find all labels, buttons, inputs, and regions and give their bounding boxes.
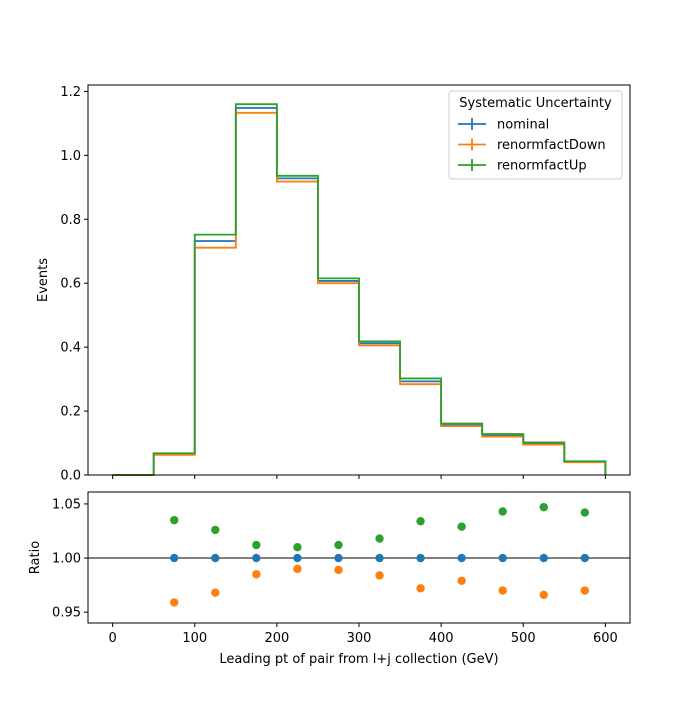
ratio-point-renormfactDown (457, 576, 466, 585)
bottom-x-tick-label: 100 (182, 631, 207, 646)
ratio-point-renormfactUp (457, 522, 466, 531)
ratio-point-nominal (580, 553, 590, 563)
bottom-x-tick-label: 0 (108, 631, 116, 646)
bottom-y-tick-label: 1.00 (52, 552, 81, 567)
ratio-point-renormfactDown (334, 565, 343, 575)
bottom-panel: 0 100 200 300 400 500 600 0.95 1.00 1.05 Ratio Lead… (28, 491, 631, 667)
ratio-point-renormfactDown (539, 590, 548, 600)
ratio-point-nominal (416, 553, 425, 563)
series-step-renormfactUp (112, 103, 607, 476)
bottom-x-tick-label: 300 (347, 631, 372, 646)
bottom-x-tick-label: 400 (429, 631, 454, 646)
bottom-x-tick-label: 600 (593, 631, 618, 646)
ratio-point-renormfactUp (416, 517, 425, 526)
ratio-point-nominal (334, 553, 343, 563)
ratio-point-renormfactUp (375, 534, 384, 543)
legend-title: Systematic Uncertainty (459, 96, 612, 111)
bottom-y-tick-label: 1.05 (52, 497, 81, 512)
ratio-point-renormfactUp (211, 525, 220, 535)
ratio-point-nominal (293, 553, 302, 563)
ratio-point-renormfactUp (334, 540, 343, 550)
ratio-point-renormfactDown (498, 586, 507, 595)
top-y-axis-label: Events (36, 258, 51, 302)
legend-box (448, 90, 623, 180)
top-y-tick-label: 1.0 (60, 149, 81, 164)
ratio-point-renormfactUp (170, 515, 179, 525)
top-y-tick-label: 0.8 (60, 213, 81, 228)
bottom-y-tick-label: 0.95 (52, 606, 81, 621)
ratio-point-renormfactDown (416, 584, 425, 593)
ratio-point-renormfactDown (170, 598, 179, 607)
ratio-point-nominal (498, 553, 507, 563)
legend-label-renormfactDown: renormfactDown (497, 138, 606, 153)
x-axis-label: Leading pt of pair from l+j collection (… (219, 652, 498, 667)
ratio-point-renormfactDown (375, 571, 384, 580)
bottom-y-axis-label: Ratio (28, 541, 43, 574)
top-panel: 0.0 0.2 0.4 0.6 0.8 1.0 1.2 Events Systematic Un… (36, 84, 631, 484)
ratio-point-nominal (539, 553, 548, 563)
legend-label-renormfactUp: renormfactUp (497, 159, 587, 174)
ratio-point-nominal (375, 553, 384, 563)
bottom-x-tick-label: 200 (264, 631, 289, 646)
top-y-tick-label: 0.2 (60, 405, 81, 420)
ratio-point-nominal (170, 553, 179, 563)
ratio-point-renormfactUp (539, 502, 548, 512)
top-y-tick-label: 1.2 (60, 85, 81, 100)
ratio-point-nominal (457, 553, 466, 563)
ratio-point-nominal (211, 553, 220, 563)
ratio-point-renormfactDown (293, 564, 302, 574)
ratio-point-renormfactDown (580, 586, 590, 595)
legend: Systematic Uncertainty nominal renormfactD… (448, 90, 623, 180)
ratio-point-renormfactUp (580, 508, 590, 517)
ratio-point-renormfactDown (252, 570, 261, 579)
ratio-point-renormfactDown (211, 588, 220, 597)
legend-label-nominal: nominal (497, 118, 549, 133)
ratio-point-renormfactUp (252, 540, 261, 550)
ratio-point-nominal (252, 553, 261, 563)
top-y-tick-label: 0.6 (60, 277, 81, 292)
bottom-x-tick-label: 500 (511, 631, 536, 646)
bottom-plot-frame (87, 491, 631, 624)
top-y-tick-label: 0.4 (60, 341, 81, 356)
ratio-point-renormfactUp (293, 543, 302, 552)
ratio-point-renormfactUp (498, 507, 507, 516)
top-y-tick-label: 0.0 (60, 469, 81, 484)
